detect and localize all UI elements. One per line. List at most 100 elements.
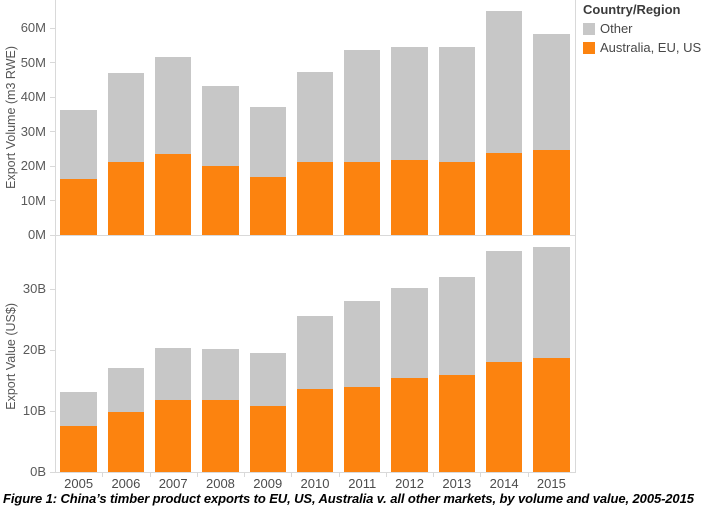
y-tick-label-30B: 30B (22, 281, 46, 297)
bar-segment-other[interactable] (202, 349, 239, 401)
bar-group-2014 (480, 240, 527, 472)
bar-segment-australia-eu-us[interactable] (154, 399, 192, 472)
bar-segment-australia-eu-us[interactable] (533, 150, 570, 235)
bar-segment-australia-eu-us[interactable] (249, 406, 286, 472)
bar-segment-other[interactable] (344, 50, 381, 163)
bar-segment-other[interactable] (533, 34, 570, 151)
bar-group-2006 (102, 240, 149, 472)
y-tick-label-20M: 20M (20, 158, 46, 174)
y-tick-mark (50, 288, 55, 290)
bar-segment-australia-eu-us[interactable] (391, 378, 428, 472)
x-axis-tick (480, 473, 482, 477)
bar-segment-australia-eu-us[interactable] (344, 387, 381, 472)
bar-segment-other[interactable] (485, 11, 523, 153)
bar-segment-other[interactable] (249, 106, 286, 177)
volume-pane: Export Volume (m3 RWE) 0M 10M 20M 30M 40M 50M… (0, 0, 575, 242)
bar-segment-other[interactable] (296, 315, 334, 390)
x-label-2007: 2007 (158, 476, 188, 491)
bar-segment-other[interactable] (60, 109, 97, 179)
bar-group-2015 (528, 0, 575, 235)
bar-segment-other[interactable] (485, 250, 523, 363)
bar-segment-other[interactable] (107, 73, 145, 162)
y-tick-label-0M: 0M (27, 227, 46, 242)
bar-segment-australia-eu-us[interactable] (154, 153, 192, 235)
x-label-2012: 2012 (395, 476, 424, 491)
x-axis-tick (338, 473, 340, 477)
bar-group-2011 (339, 240, 386, 472)
bar-segment-australia-eu-us[interactable] (107, 161, 145, 235)
y-tick-label-10B: 10B (22, 403, 46, 419)
volume-plot-area (55, 0, 575, 236)
bar-segment-other[interactable] (107, 367, 145, 412)
bar-segment-australia-eu-us[interactable] (296, 162, 334, 235)
bar-segment-australia-eu-us[interactable] (533, 357, 570, 472)
bar-segment-other[interactable] (249, 352, 286, 407)
legend-swatch-australia-eu-us (583, 41, 595, 54)
x-axis-tick (433, 473, 435, 477)
bar-segment-other[interactable] (391, 46, 428, 160)
bar-segment-australia-eu-us[interactable] (60, 425, 97, 472)
bar-segment-australia-eu-us[interactable] (202, 400, 239, 472)
y-tick-mark (50, 96, 55, 98)
bar-segment-australia-eu-us[interactable] (202, 166, 239, 235)
y-tick-mark (50, 349, 55, 351)
bar-group-2014 (480, 0, 527, 235)
y-tick-mark (50, 62, 55, 64)
x-axis: 2005 2006 2007 2008 2009 2010 2011 2012 2013 2014… (55, 473, 575, 493)
bar-segment-australia-eu-us[interactable] (107, 411, 145, 472)
bar-segment-other[interactable] (391, 287, 428, 379)
value-pane: Export Value (US$) 0B 10B 20B 30B (0, 240, 575, 479)
bar-segment-australia-eu-us[interactable] (60, 178, 97, 235)
bar-segment-australia-eu-us[interactable] (391, 159, 428, 235)
y-tick-label-0B: 0B (30, 464, 46, 479)
x-label-2014: 2014 (489, 476, 519, 491)
bar-group-2007 (150, 240, 197, 472)
x-axis-tick (149, 473, 151, 477)
y-tick-mark (50, 410, 55, 412)
bar-group-2015 (528, 240, 575, 472)
x-label-2006: 2006 (111, 476, 141, 491)
y-tick-label-20B: 20B (22, 342, 46, 358)
bar-segment-other[interactable] (296, 71, 334, 163)
legend-item-australia-eu-us[interactable]: Australia, EU, US (583, 40, 715, 55)
y-tick-mark (50, 165, 55, 167)
bar-segment-australia-eu-us[interactable] (249, 176, 286, 235)
bar-segment-other[interactable] (533, 247, 570, 358)
bar-segment-australia-eu-us[interactable] (438, 162, 475, 235)
bar-segment-other[interactable] (438, 46, 475, 163)
y-tick-label-10M: 10M (20, 192, 46, 208)
bar-segment-other[interactable] (60, 392, 97, 426)
x-label-2005: 2005 (64, 476, 94, 491)
x-axis-tick (244, 473, 246, 477)
bar-segment-australia-eu-us[interactable] (296, 389, 334, 472)
volume-y-axis: Export Volume (m3 RWE) 0M 10M 20M 30M 40M 50M… (0, 0, 55, 242)
legend: Country/Region Other Australia, EU, US (576, 0, 715, 473)
y-tick-label-40M: 40M (20, 89, 46, 105)
bar-segment-australia-eu-us[interactable] (485, 362, 523, 472)
bar-segment-other[interactable] (202, 85, 239, 167)
bar-segment-other[interactable] (154, 348, 192, 400)
y-axis-line (55, 0, 56, 473)
bar-segment-australia-eu-us[interactable] (438, 375, 475, 472)
bar-group-2013 (433, 240, 480, 472)
bar-group-2010 (291, 0, 338, 235)
bar-segment-other[interactable] (438, 276, 475, 376)
x-label-2015: 2015 (536, 476, 566, 491)
y-tick-label-60M: 60M (20, 20, 46, 36)
figure-caption: Figure 1: China’s timber product exports… (3, 491, 694, 506)
value-y-axis: Export Value (US$) 0B 10B 20B 30B (0, 240, 55, 479)
x-label-2011: 2011 (348, 476, 377, 491)
bar-segment-other[interactable] (154, 57, 192, 154)
legend-divider-line (575, 0, 576, 473)
x-axis-tick (196, 473, 198, 477)
x-axis-tick (527, 473, 529, 477)
bar-group-2007 (150, 0, 197, 235)
legend-swatch-other (583, 22, 595, 35)
bar-segment-australia-eu-us[interactable] (485, 152, 523, 235)
legend-item-other[interactable]: Other (583, 21, 715, 36)
bar-segment-other[interactable] (344, 300, 381, 388)
bar-segment-australia-eu-us[interactable] (344, 162, 381, 235)
y-tick-mark (50, 131, 55, 133)
bar-group-2009 (244, 240, 291, 472)
